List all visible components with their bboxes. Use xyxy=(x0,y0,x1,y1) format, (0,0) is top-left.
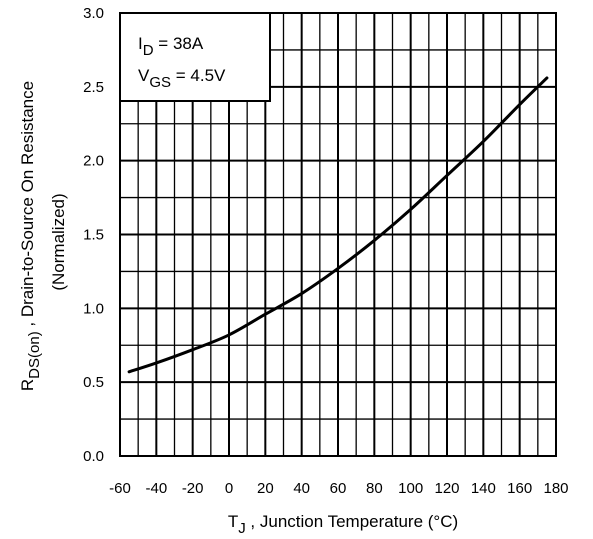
y-tick-label: 2.0 xyxy=(83,153,104,170)
plot-frame xyxy=(119,12,557,457)
x-axis-label: TJ , Junction Temperature (°C) xyxy=(228,512,458,537)
y-tick-label: 1.0 xyxy=(83,300,104,317)
annotation-drain-current: ID = 38A xyxy=(138,34,204,59)
x-tick-label: 140 xyxy=(471,480,496,497)
x-tick-label: 180 xyxy=(543,480,568,497)
x-tick-label: 0 xyxy=(225,480,233,497)
annotation-gate-voltage-value: = 4.5V xyxy=(171,66,226,85)
x-tick-label: 120 xyxy=(434,480,459,497)
y-tick-label: 0.5 xyxy=(83,374,104,391)
x-tick-labels: -60 -40 -20 0 20 40 60 80 100 120 140 160 180 xyxy=(109,480,568,497)
x-tick-label: 100 xyxy=(398,480,423,497)
annotation-gate-voltage: VGS = 4.5V xyxy=(138,66,226,91)
x-tick-label: -60 xyxy=(109,480,131,497)
y-axis-label-text: , Drain-to-Source On Resistance xyxy=(18,81,37,331)
x-tick-label: 80 xyxy=(366,480,383,497)
annotation-background xyxy=(119,12,271,102)
y-tick-label: 3.0 xyxy=(83,5,104,22)
annotation-box: ID = 38A VGS = 4.5V xyxy=(119,12,271,102)
y-tick-labels: 0.0 0.5 1.0 1.5 2.0 2.5 3.0 xyxy=(83,5,104,465)
x-tick-label: -20 xyxy=(182,480,204,497)
y-axis-label-symbol: R xyxy=(18,379,37,391)
annotation-drain-current-value: = 38A xyxy=(154,34,204,53)
x-axis-label-symbol: T xyxy=(228,512,238,531)
y-axis-label-normalized: (Normalized) xyxy=(49,193,68,290)
annotation-gate-voltage-symbol: V xyxy=(138,66,150,85)
x-tick-label: -40 xyxy=(145,480,167,497)
y-tick-label: 1.5 xyxy=(83,227,104,244)
x-tick-label: 60 xyxy=(330,480,347,497)
x-axis-label-subscript: J xyxy=(238,520,246,537)
x-tick-label: 40 xyxy=(293,480,310,497)
y-axis-label-subscript: DS(on) xyxy=(26,331,43,379)
y-tick-label: 0.0 xyxy=(83,448,104,465)
annotation-drain-current-symbol: I xyxy=(138,34,143,53)
y-axis-label: RDS(on) , Drain-to-Source On Resistance xyxy=(18,81,43,391)
annotation-drain-current-subscript: D xyxy=(143,42,154,59)
x-tick-label: 160 xyxy=(507,480,532,497)
series-line-rds-on xyxy=(127,76,549,374)
x-tick-label: 20 xyxy=(257,480,274,497)
annotation-gate-voltage-subscript: GS xyxy=(149,74,171,91)
x-axis-label-text: , Junction Temperature (°C) xyxy=(246,512,458,531)
y-tick-label: 2.5 xyxy=(83,79,104,96)
